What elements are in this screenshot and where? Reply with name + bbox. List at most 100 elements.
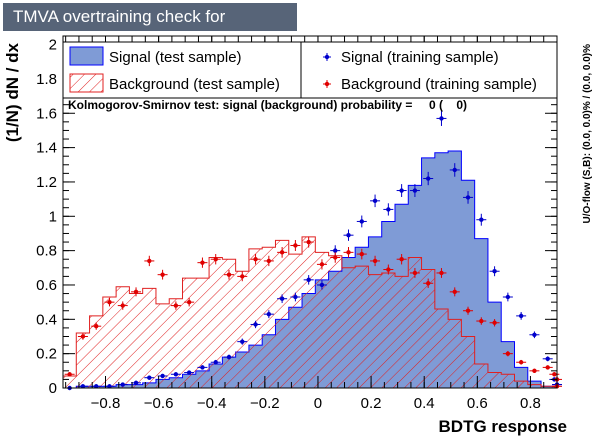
y-tick-label: 1.2 bbox=[36, 174, 57, 191]
background-train-point-marker bbox=[67, 372, 72, 377]
background-train-point-marker bbox=[492, 320, 497, 325]
background-train-point bbox=[542, 365, 553, 370]
background-train-point bbox=[529, 368, 540, 374]
signal-train-point-marker bbox=[226, 354, 232, 360]
legend-background-train-label: Background (training sample) bbox=[341, 76, 537, 93]
signal-train-point bbox=[383, 203, 394, 216]
signal-train-point-marker bbox=[479, 217, 484, 222]
background-train-point-marker bbox=[306, 239, 311, 245]
signal-train-point bbox=[77, 384, 88, 389]
signal-train-point-marker bbox=[253, 322, 258, 327]
background-train-point bbox=[237, 271, 248, 282]
legend-signal-train-marker bbox=[323, 53, 331, 61]
background-train-point bbox=[409, 268, 420, 278]
y-tick-label: 1.8 bbox=[36, 71, 57, 88]
background-train-point-marker bbox=[505, 351, 511, 356]
background-train-point bbox=[170, 301, 181, 310]
signal-train-point bbox=[197, 365, 208, 370]
legend-background-test-label: Background (test sample) bbox=[109, 76, 280, 93]
background-train-point bbox=[277, 247, 288, 258]
background-train-point-marker bbox=[253, 257, 258, 262]
signal-train-point-marker bbox=[200, 365, 205, 370]
y-tick-label: 0.2 bbox=[36, 346, 57, 363]
overflow-label: U/O-flow (S,B): (0.0, 0.0)% / (0.0, 0.0)… bbox=[582, 44, 593, 224]
background-train-point bbox=[383, 264, 394, 275]
background-train-point-marker bbox=[200, 260, 205, 265]
signal-train-point bbox=[263, 310, 274, 319]
background-train-point-marker bbox=[386, 267, 391, 272]
plot-frame bbox=[62, 35, 558, 389]
ks-test-text: Kolmogorov-Smirnov test: signal (backgro… bbox=[68, 98, 467, 112]
legend-signal-test-label: Signal (test sample) bbox=[109, 49, 242, 66]
background-train-point bbox=[549, 372, 560, 377]
y-tick-label: 0.6 bbox=[36, 277, 57, 294]
signal-train-point-marker bbox=[372, 198, 378, 204]
signal-train-point-marker bbox=[333, 248, 338, 253]
background-train-point-marker bbox=[107, 299, 112, 305]
background-train-point bbox=[117, 301, 128, 310]
signal-train-point-marker bbox=[412, 188, 418, 193]
signal-train-point-marker bbox=[173, 372, 179, 377]
background-train-point bbox=[184, 297, 195, 307]
signal-train-point bbox=[423, 171, 434, 186]
background-train-point-marker bbox=[160, 272, 165, 277]
background-train-point-marker bbox=[399, 257, 404, 262]
signal-train-point-marker bbox=[319, 282, 325, 288]
signal-train-point bbox=[117, 382, 128, 387]
signal-train-point-marker bbox=[279, 296, 285, 301]
signal-train-point bbox=[516, 311, 527, 320]
background-train-point bbox=[463, 306, 474, 315]
signal-train-point-marker bbox=[293, 294, 298, 300]
signal-train-point-marker bbox=[386, 207, 391, 212]
y-tick-label: 1 bbox=[49, 208, 57, 225]
background-test-histogram bbox=[62, 236, 555, 389]
background-train-point bbox=[396, 254, 407, 265]
signal-train-point bbox=[184, 370, 195, 375]
background-train-point bbox=[489, 319, 500, 327]
signal-train-point bbox=[330, 245, 341, 257]
signal-train-point-marker bbox=[492, 269, 497, 274]
background-train-point-marker bbox=[279, 250, 285, 255]
signal-train-point bbox=[449, 163, 460, 177]
signal-train-point bbox=[476, 213, 487, 226]
signal-train-point-marker bbox=[266, 311, 272, 317]
background-train-point bbox=[131, 287, 142, 297]
background-train-point-marker bbox=[552, 372, 557, 377]
x-tick-label: −0.6 bbox=[144, 395, 174, 412]
background-train-point bbox=[77, 333, 88, 340]
signal-train-point-marker bbox=[532, 332, 537, 337]
signal-train-point bbox=[170, 372, 181, 377]
signal-train-point bbox=[157, 373, 168, 379]
x-axis-label: BDTG response bbox=[439, 417, 567, 436]
background-train-point bbox=[316, 259, 327, 270]
signal-train-point-marker bbox=[213, 360, 218, 365]
signal-train-point-marker bbox=[452, 167, 457, 173]
x-tick-label: −0.2 bbox=[250, 395, 280, 412]
signal-train-point bbox=[144, 375, 155, 380]
signal-train-point bbox=[396, 184, 407, 197]
background-train-point bbox=[330, 252, 341, 263]
background-train-point-marker bbox=[372, 258, 378, 264]
y-tick-label: 0.8 bbox=[36, 243, 57, 260]
signal-train-point bbox=[370, 194, 381, 208]
signal-train-point-marker bbox=[518, 313, 524, 319]
background-train-point bbox=[263, 255, 274, 267]
signal-train-point-marker bbox=[439, 116, 444, 121]
background-train-point bbox=[356, 248, 367, 260]
signal-train-point bbox=[277, 294, 288, 304]
signal-train-point-marker bbox=[399, 188, 404, 193]
background-train-point bbox=[104, 297, 115, 307]
background-train-point bbox=[343, 247, 354, 258]
signal-train-point bbox=[409, 184, 420, 197]
background-train-point-marker bbox=[545, 365, 550, 370]
signal-train-point bbox=[223, 354, 234, 360]
signal-train-point bbox=[356, 215, 367, 228]
background-train-point-marker bbox=[465, 308, 471, 313]
background-train-point-marker bbox=[173, 303, 179, 308]
signal-train-point bbox=[529, 331, 540, 339]
signal-train-point bbox=[91, 384, 102, 389]
background-train-point bbox=[370, 255, 381, 267]
background-train-point-marker bbox=[518, 360, 524, 365]
background-train-point-marker bbox=[226, 272, 232, 277]
